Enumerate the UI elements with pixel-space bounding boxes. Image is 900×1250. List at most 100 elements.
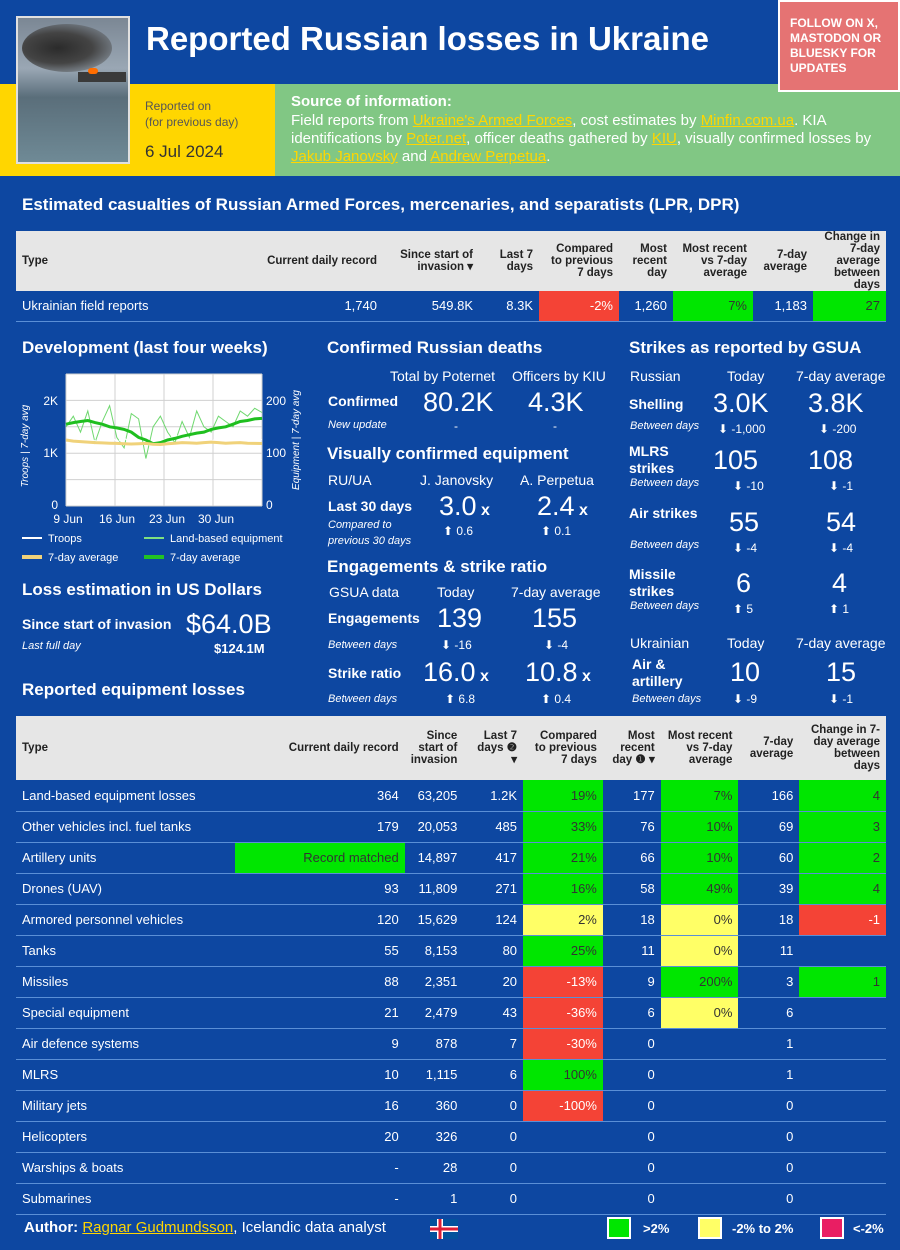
page-title: Reported Russian losses in Ukraine	[146, 20, 710, 57]
ua-row-sub: Between days	[632, 693, 702, 705]
cell-record: 179	[234, 811, 405, 843]
author-link[interactable]: Ragnar Gudmundsson	[82, 1219, 234, 1236]
ua-row-avg: 15	[826, 657, 857, 687]
iceland-flag-icon	[430, 1219, 458, 1239]
col-last7[interactable]: Last 7 days ❷ ▾	[463, 716, 524, 780]
cell-type: Military jets	[16, 1090, 235, 1122]
strike-row-today-delta: ⬇ -4	[733, 541, 758, 555]
col-kiu: Officers by KIU	[512, 368, 606, 384]
cell-last7: 0	[463, 1121, 524, 1153]
cell-last7: 417	[463, 842, 524, 874]
cell-type: Helicopters	[16, 1121, 235, 1153]
col-compared: Compared to previous 7 days	[539, 231, 619, 291]
strike-row-today: 6	[736, 568, 752, 598]
link-jakub-janovsky[interactable]: Jakub Janovsky	[291, 148, 398, 165]
cell-compared: 100%	[523, 1059, 603, 1091]
table-row: Ukrainian field reports 1,740 549.8K 8.3…	[16, 291, 886, 322]
strike-row-avg-delta: ⬇ -200	[819, 422, 857, 436]
cell-avg: 18	[738, 904, 800, 936]
strike-row-avg-delta: ⬇ -4	[829, 541, 854, 555]
cell-change	[799, 1152, 886, 1184]
strike-row-today-delta: ⬆ 5	[733, 602, 754, 616]
cell-change: 3	[799, 811, 886, 843]
cell-last7: 1.2K	[463, 780, 524, 812]
cell-type: Artillery units	[16, 842, 235, 874]
link-andrew-perpetua[interactable]: Andrew Perpetua	[430, 148, 547, 165]
cell-compared: -13%	[523, 966, 603, 998]
legend-red-label: <-2%	[853, 1221, 884, 1236]
link-kiu[interactable]: KIU	[651, 130, 677, 147]
strike-row-today-delta: ⬇ -1,000	[718, 422, 766, 436]
cell-vs	[660, 1059, 739, 1091]
y-right-tick: 0	[266, 498, 273, 512]
equipment-table: Type Current daily record Since start of…	[16, 716, 886, 1215]
poternet-value: 80.2K	[423, 387, 494, 417]
strike-row-label: MLRS strikes	[629, 443, 675, 476]
loss-sub-label: Last full day	[22, 640, 81, 652]
perpetua-value: 2.4 x	[537, 491, 588, 521]
col-record: Current daily record	[236, 231, 383, 291]
arrow-down-icon: ⬇	[718, 422, 729, 436]
cell-avg: 1	[738, 1028, 800, 1060]
col-7day: 7-day average	[511, 584, 601, 600]
col-avg: 7-day average	[753, 231, 813, 291]
cell-last7: 43	[463, 997, 524, 1029]
cell-record: 20	[234, 1121, 405, 1153]
engagements-today: 139	[437, 603, 483, 633]
cell-vs: 200%	[660, 966, 739, 998]
loss-value: $64.0B	[186, 609, 272, 639]
cell-since: 1,115	[404, 1059, 464, 1091]
strike-ratio-sub: Between days	[328, 693, 398, 705]
cell-change	[799, 1090, 886, 1122]
cell-avg: 0	[738, 1090, 800, 1122]
cell-since: 878	[404, 1028, 464, 1060]
cell-record: 55	[234, 935, 405, 967]
y-left-tick: 0	[51, 498, 58, 512]
cell-type: Armored personnel vehicles	[16, 904, 235, 936]
cell-type: Drones (UAV)	[16, 873, 235, 905]
link-minfin[interactable]: Minfin.com.ua	[700, 112, 795, 129]
development-title: Development (last four weeks)	[22, 338, 268, 357]
cell-since: 14,897	[404, 842, 464, 874]
strike-row-today: 55	[729, 507, 760, 537]
y-left-label: Troops | 7-day avg	[20, 404, 31, 487]
cell-compared: -30%	[523, 1028, 603, 1060]
cell-since: 63,205	[404, 780, 464, 812]
cell-vs: 10%	[660, 842, 739, 874]
strike-row-sub: Between days	[630, 539, 700, 551]
cell-type: Land-based equipment losses	[16, 780, 235, 812]
cell-record: Record matched	[234, 842, 405, 874]
cell-recent: 18	[602, 904, 661, 936]
development-chart: Troops | 7-day avg Equipment | 7-day avg…	[20, 373, 302, 564]
table-row: Other vehicles incl. fuel tanks 179 20,053…	[16, 811, 886, 843]
ua-col-today: Today	[727, 635, 765, 651]
strikes-col-today: Today	[727, 368, 765, 384]
cell-change: -1	[799, 904, 886, 936]
cell-avg: 3	[738, 966, 800, 998]
cell-avg: 11	[738, 935, 800, 967]
russian-label: Russian	[630, 368, 681, 384]
strike-row-avg-delta: ⬆ 1	[829, 602, 850, 616]
x-tick: 9 Jun	[53, 512, 82, 526]
x-tick: 30 Jun	[198, 512, 234, 526]
cell-avg: 0	[738, 1152, 800, 1184]
link-ukraine-armed-forces[interactable]: Ukraine's Armed Forces	[412, 112, 573, 129]
link-poternet[interactable]: Poter.net	[406, 130, 467, 147]
table-row: Tanks 55 8,153 80 25% 11 0% 11	[16, 935, 886, 967]
report-date: 6 Jul 2024	[145, 142, 224, 161]
col-since[interactable]: Since start of invasion ▾	[383, 231, 479, 291]
col-recent[interactable]: Most recent day ❶ ▾	[602, 716, 661, 780]
follow-banner[interactable]: FOLLOW ON X, MASTODON OR BLUESKY FOR UPD…	[778, 0, 900, 92]
cell-since: 360	[404, 1090, 464, 1122]
strike-ratio-today: 16.0 x	[423, 657, 489, 687]
cell-change: 1	[799, 966, 886, 998]
strike-row-label: Air strikes	[629, 505, 698, 521]
strike-row-avg-delta: ⬇ -1	[829, 479, 854, 493]
engagements-sub: Between days	[328, 639, 398, 651]
arrow-down-icon: ⬇	[441, 638, 452, 652]
cell-compared: 2%	[523, 904, 603, 936]
col-perpetua: A. Perpetua	[520, 472, 594, 488]
engagements-avg-delta: ⬇ -4	[544, 638, 569, 652]
cell-avg: 166	[738, 780, 800, 812]
cell-recent: 11	[602, 935, 661, 967]
